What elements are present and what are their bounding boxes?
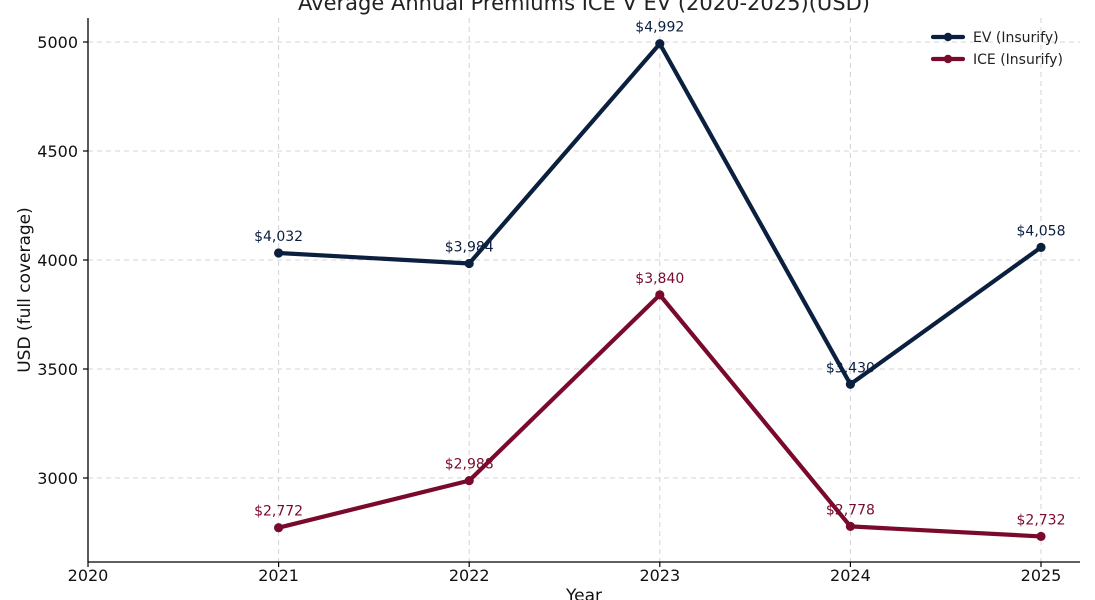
legend-ice-marker	[943, 54, 953, 64]
ice-data-point	[845, 521, 856, 531]
x-tick-label: 2024	[830, 566, 871, 585]
tick-labels: 2020 2021 2022 2023 2024 2025 3000 3500 4000 4500…	[37, 33, 1061, 585]
data-labels: $4,032 $3,984 $4,992 $3,430 $4,058 $2,772 $2,9…	[254, 20, 1065, 529]
ice-data-label: $2,988	[445, 457, 494, 473]
y-tick-label: 3000	[37, 469, 78, 488]
legend: EV (Insurify) ICE (Insurify)	[930, 30, 1063, 68]
ev-data-label: $4,992	[635, 20, 684, 36]
ice-data-point	[655, 290, 665, 300]
ice-data-point	[464, 476, 474, 486]
ice-data-label: $2,732	[1017, 512, 1066, 528]
legend-ev-label: EV (Insurify)	[973, 30, 1059, 46]
ev-data-point	[464, 258, 474, 269]
ice-data-label: $2,772	[254, 504, 303, 520]
y-tick-label: 4000	[37, 251, 78, 270]
y-axis-label: USD (full coverage)	[15, 207, 35, 373]
ev-data-label: $4,058	[1017, 223, 1066, 239]
ice-data-point	[274, 523, 284, 533]
ev-data-label: $4,032	[254, 229, 303, 245]
ev-data-label: $3,430	[826, 360, 875, 376]
y-tick-label: 5000	[37, 33, 78, 52]
series-lines	[274, 39, 1046, 542]
ev-data-point	[1036, 242, 1046, 252]
ice-data-label: $2,778	[826, 502, 875, 518]
x-tick-label: 2025	[1021, 566, 1062, 585]
ev-data-label: $3,984	[445, 239, 494, 255]
x-tick-label: 2022	[449, 566, 490, 585]
x-axis-label: Year	[565, 586, 602, 600]
y-tick-label: 4500	[37, 142, 78, 161]
legend-ev-marker	[943, 32, 953, 42]
ev-data-point	[655, 39, 665, 49]
x-tick-label: 2023	[639, 566, 680, 585]
legend-ice-label: ICE (Insurify)	[973, 52, 1063, 68]
x-tick-label: 2020	[68, 566, 109, 585]
ice-data-point	[1036, 531, 1046, 542]
ev-data-point	[845, 379, 856, 389]
ice-data-label: $3,840	[635, 271, 684, 287]
axes	[83, 18, 1080, 567]
x-tick-label: 2021	[258, 566, 299, 585]
y-tick-label: 3500	[37, 360, 78, 379]
chart-title: Average Annual Premiums ICE V EV (2020-2…	[298, 0, 870, 15]
grid	[88, 18, 1080, 562]
ev-data-point	[274, 248, 284, 258]
